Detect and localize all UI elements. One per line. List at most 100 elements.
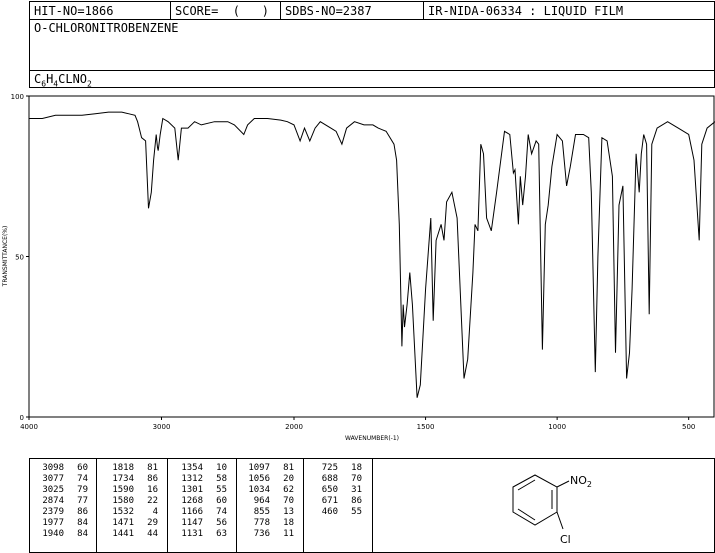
peak-transmittance: 55 (351, 507, 362, 517)
no2-label: NO2 (570, 474, 592, 489)
peak-transmittance: 79 (77, 485, 88, 495)
y-tick-label: 50 (15, 254, 24, 262)
score: SCORE= ( ) (175, 4, 269, 18)
peak-transmittance: 10 (216, 463, 227, 473)
peak-wavenumber: 3077 (42, 474, 64, 484)
peak-row: 1131 63 (175, 529, 227, 540)
ir-nida: IR-NIDA-06334 : LIQUID FILM (428, 4, 624, 18)
peak-wavenumber: 688 (321, 474, 338, 484)
structure-diagram: NO2 Cl (512, 474, 592, 546)
peak-wavenumber: 1301 (181, 485, 203, 495)
peak-transmittance: 4 (152, 507, 158, 517)
peak-row: 1940 84 (36, 529, 88, 540)
peak-wavenumber: 1818 (112, 463, 134, 473)
peak-transmittance: 62 (283, 485, 294, 495)
peak-wavenumber: 1147 (181, 518, 203, 528)
formula-c-sub: 6 (41, 79, 47, 89)
peak-wavenumber: 964 (253, 496, 270, 506)
table-divider (96, 459, 97, 552)
peak-transmittance: 86 (351, 496, 362, 506)
y-tick-label: 0 (20, 414, 24, 422)
chart-axes (28, 95, 715, 418)
peak-row: 460 55 (310, 507, 362, 518)
cl-bond (556, 511, 564, 530)
table-divider (236, 459, 237, 552)
peak-column: 725 18 688 70 650 31 671 86 460 55 (310, 463, 362, 518)
peak-transmittance: 13 (283, 507, 294, 517)
peak-transmittance: 81 (147, 463, 158, 473)
x-tick-label: 1000 (548, 423, 566, 431)
molecular-formula: C6H4CLNO2 (34, 72, 92, 91)
peak-wavenumber: 1097 (248, 463, 270, 473)
peak-transmittance: 74 (216, 507, 227, 517)
x-tick-label: 3000 (153, 423, 171, 431)
peak-wavenumber: 2874 (42, 496, 64, 506)
peak-row: 1471 29 (106, 518, 158, 529)
peak-row: 1590 16 (106, 485, 158, 496)
cl-label: Cl (560, 533, 571, 546)
formula-c: C (34, 72, 42, 86)
peak-row: 1166 74 (175, 507, 227, 518)
peak-row: 964 70 (242, 496, 294, 507)
peak-wavenumber: 1734 (112, 474, 134, 484)
x-tick-label: 1500 (417, 423, 435, 431)
peak-transmittance: 44 (147, 529, 158, 539)
x-tick-label: 2000 (285, 423, 303, 431)
peak-row: 1268 60 (175, 496, 227, 507)
peak-row: 778 18 (242, 518, 294, 529)
peak-row: 1056 20 (242, 474, 294, 485)
peak-transmittance: 70 (351, 474, 362, 484)
peak-transmittance: 81 (283, 463, 294, 473)
peak-column: 1097 81 1056 20 1034 62 964 70 855 13 778 18 736 11 (242, 463, 294, 540)
peak-row: 2379 86 (36, 507, 88, 518)
peak-row: 1147 56 (175, 518, 227, 529)
peak-row: 3077 74 (36, 474, 88, 485)
peak-row: 1532 4 (106, 507, 158, 518)
peak-wavenumber: 1471 (112, 518, 134, 528)
peak-row: 2874 77 (36, 496, 88, 507)
peak-wavenumber: 1441 (112, 529, 134, 539)
peak-row: 1580 22 (106, 496, 158, 507)
peak-row: 3098 60 (36, 463, 88, 474)
table-divider (167, 459, 168, 552)
peak-wavenumber: 1354 (181, 463, 203, 473)
peak-transmittance: 86 (77, 507, 88, 517)
peak-wavenumber: 736 (253, 529, 270, 539)
benzene-ring (512, 474, 570, 530)
hit-number: HIT-NO=1866 (34, 4, 114, 18)
peak-row: 671 86 (310, 496, 362, 507)
peak-transmittance: 56 (216, 518, 227, 528)
peak-transmittance: 11 (283, 529, 294, 539)
formula-o-sub: 2 (87, 79, 92, 89)
peak-transmittance: 74 (77, 474, 88, 484)
peak-wavenumber: 778 (253, 518, 270, 528)
peak-wavenumber: 1034 (248, 485, 270, 495)
peak-wavenumber: 2379 (42, 507, 64, 517)
formula-rest: CLNO (58, 72, 88, 86)
peak-wavenumber: 650 (321, 485, 338, 495)
peak-transmittance: 60 (77, 463, 88, 473)
peak-row: 855 13 (242, 507, 294, 518)
peak-transmittance: 86 (147, 474, 158, 484)
peak-wavenumber: 1580 (112, 496, 134, 506)
peak-row: 1441 44 (106, 529, 158, 540)
peak-column: 3098 60 3077 74 3025 79 2874 77 2379 86 1977 84 1940… (36, 463, 88, 540)
peak-wavenumber: 855 (253, 507, 270, 517)
sdbs-number: SDBS-NO=2387 (285, 4, 372, 18)
x-axis-label: WAVENUMBER(-1) (345, 435, 399, 442)
peak-wavenumber: 1056 (248, 474, 270, 484)
peak-wavenumber: 1131 (181, 529, 203, 539)
header-divider (280, 2, 281, 20)
peak-transmittance: 84 (77, 529, 88, 539)
peak-transmittance: 55 (216, 485, 227, 495)
peak-column: 1354 10 1312 58 1301 55 1268 60 1166 74 1147 56 1131… (175, 463, 227, 540)
formula-h: H (46, 72, 54, 86)
peak-row: 1097 81 (242, 463, 294, 474)
peak-row: 725 18 (310, 463, 362, 474)
peak-row: 688 70 (310, 474, 362, 485)
no2-bond (556, 480, 570, 488)
peak-wavenumber: 1532 (112, 507, 134, 517)
peak-table: 3098 60 3077 74 3025 79 2874 77 2379 86 1977 84 1940… (29, 458, 715, 553)
